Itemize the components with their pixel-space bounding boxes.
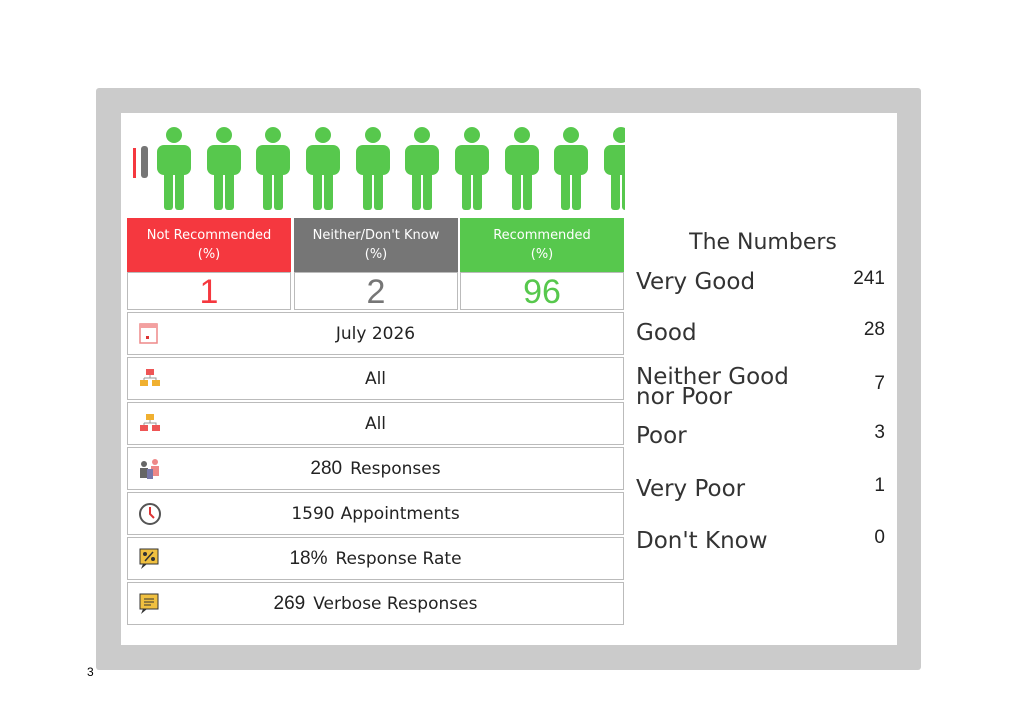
summary-header: Not Recommended (%) xyxy=(127,218,291,272)
stat-label: Response Rate xyxy=(335,548,462,569)
page-number: 3 xyxy=(87,665,94,679)
summary-header: Recommended (%) xyxy=(460,218,624,272)
panel xyxy=(121,113,897,645)
stat-label: Verbose Responses xyxy=(313,593,478,614)
stat-row: 18% Response Rate xyxy=(127,537,624,580)
period: July 2026 xyxy=(335,323,416,344)
people-icons xyxy=(133,127,625,210)
rating-count: 3 xyxy=(874,422,885,443)
rating-count: 28 xyxy=(863,319,885,340)
summary-value: 96 xyxy=(460,272,624,311)
rating-label: Poor xyxy=(636,423,687,449)
stat-value: 269 xyxy=(273,592,306,614)
filter-row: All xyxy=(127,402,624,445)
rating-label: Very Good xyxy=(636,269,756,295)
summary-value: 2 xyxy=(294,272,458,311)
rating-label: Don't Know xyxy=(636,528,768,554)
rating-label: Very Poor xyxy=(636,476,746,502)
rating-count: 7 xyxy=(874,373,885,394)
stat-value: 280 xyxy=(310,457,343,479)
stat-row: 280 Responses xyxy=(127,447,624,490)
filter-row: July 2026 xyxy=(127,312,624,355)
stat-label: Appointments xyxy=(340,503,460,524)
stat-value: 1590 xyxy=(291,503,335,524)
stat-value: 18% xyxy=(289,547,328,569)
stat-row: 269 Verbose Responses xyxy=(127,582,624,625)
rating-count: 241 xyxy=(853,268,885,289)
filter: All xyxy=(364,368,387,389)
filter-row: All xyxy=(127,357,624,400)
filter: All xyxy=(364,413,387,434)
rating-label: Good xyxy=(636,320,697,346)
rating-label: Neither Good nor Poor xyxy=(636,364,789,410)
summary-value: 1 xyxy=(127,272,291,311)
stat-row: 1590 Appointments xyxy=(127,492,624,535)
numbers-title: The Numbers xyxy=(689,230,837,255)
stat-label: Responses xyxy=(350,458,441,479)
rating-count: 1 xyxy=(874,475,885,496)
summary-header: Neither/Don't Know (%) xyxy=(294,218,458,272)
rating-count: 0 xyxy=(874,527,885,548)
